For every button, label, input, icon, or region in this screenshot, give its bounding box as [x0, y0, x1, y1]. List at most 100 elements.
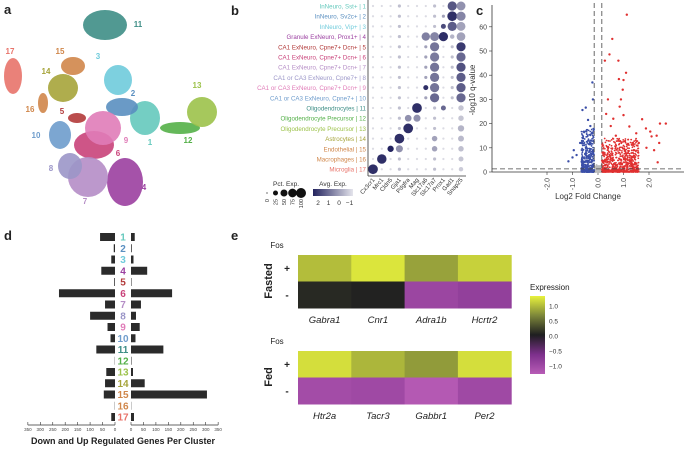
dot-Slc17a6-12 — [424, 117, 427, 120]
volcano-point-down — [588, 153, 591, 156]
volcano-point-up — [602, 165, 605, 167]
panel-label-d: d — [4, 228, 12, 243]
volcano-point-down — [584, 154, 587, 156]
dot-Gad1-1 — [447, 1, 457, 11]
bar-cluster-label: 17 — [117, 413, 129, 424]
dot-Mag-16 — [415, 157, 419, 161]
dotplot-row-label: CA1 or CA3 ExNeuro, Cpne7+ | 10 — [270, 95, 367, 102]
volcano-point-down — [587, 165, 590, 168]
dot-Gad1-4 — [449, 34, 455, 39]
dot-Mrc1-6 — [380, 55, 383, 59]
volcano-point-up — [629, 154, 631, 157]
volcano-point-up — [625, 163, 628, 166]
dot-Prox1-11 — [440, 105, 446, 111]
dot-Gja1-4 — [397, 35, 401, 39]
avg-exp-legend-title: Avg. Exp. — [319, 181, 347, 188]
volcano-plot: 0 10 20 30 40 50 60 -2.0 -1.0 0.0 1.0 2.0 Log2 Fold … — [468, 3, 684, 201]
heatmap-cell-Per2-neg — [457, 377, 512, 405]
volcano-point-down — [581, 151, 584, 154]
dot-Cx3cr1-10 — [371, 96, 375, 99]
bar-left-tick-label: 250 — [49, 427, 57, 432]
dot-Mrc1-8 — [380, 76, 383, 79]
volcano-point-down — [583, 156, 586, 159]
expression-legend-tick: 1.0 — [549, 304, 558, 311]
volcano-point-up — [620, 155, 623, 158]
dot-Cx3cr1-16 — [371, 157, 375, 161]
volcano-point-up — [615, 152, 618, 155]
bar-right-tick-label: 0 — [130, 427, 133, 432]
volcano-point-down — [580, 169, 583, 172]
dot-Snap25-3 — [456, 21, 466, 31]
volcano-point-up — [622, 138, 625, 141]
umap-cluster-label: 6 — [116, 149, 121, 158]
heatmap-cell-Hcrtr2-neg — [457, 281, 512, 309]
dot-Cldn5-4 — [389, 35, 392, 38]
umap-cluster-14 — [48, 74, 78, 102]
volcano-point-up — [617, 162, 620, 164]
volcano-point-up — [630, 161, 633, 163]
dot-Mag-4 — [415, 35, 419, 38]
bar-cluster-label: 2 — [120, 244, 126, 255]
pct-legend-dot — [288, 188, 297, 198]
dot-Mag-2 — [415, 15, 419, 18]
volcano-point-down — [585, 149, 587, 152]
volcano-point-ns — [595, 165, 598, 168]
bar-down-cluster-1 — [100, 233, 115, 241]
volcano-point-down — [581, 171, 584, 173]
volcano-point-up — [620, 150, 623, 152]
volcano-point-ns — [598, 169, 600, 172]
volcano-point-up — [633, 162, 636, 165]
volcano-point-up — [613, 149, 616, 152]
volcano-point-up — [619, 153, 622, 156]
volcano-point-down — [591, 164, 593, 167]
volcano-point-up — [624, 155, 626, 158]
dot-Prox1-12 — [442, 117, 445, 120]
dot-Slc17a7-9 — [429, 82, 440, 93]
volcano-point-up — [630, 143, 633, 146]
dot-Snap25-9 — [456, 82, 466, 93]
expression-legend-tick: 0.0 — [549, 334, 558, 341]
volcano-point-up — [619, 165, 622, 168]
volcano-point-up — [625, 13, 629, 16]
dot-Prox1-2 — [441, 14, 445, 18]
heatmap-cell-Htr2a-neg — [298, 377, 352, 405]
volcano-point-up — [620, 158, 623, 161]
volcano-point-down — [587, 129, 590, 132]
volcano-point-up — [614, 165, 617, 168]
dot-Prox1-14 — [442, 137, 445, 140]
dotplot-row-label: Astrocytes | 14 — [325, 136, 366, 143]
bar-up-cluster-7 — [131, 300, 141, 309]
panel-label-b: b — [231, 3, 239, 18]
bar-up-cluster-8 — [131, 311, 136, 320]
umap-cluster-label: 17 — [6, 47, 15, 56]
dot-Slc17a7-7 — [429, 62, 440, 72]
bar-right-tick-label: 300 — [202, 427, 210, 432]
volcano-point-up — [628, 149, 630, 152]
volcano-point-down — [590, 161, 593, 164]
volcano-point-up — [633, 143, 636, 145]
dot-Slc17a6-13 — [424, 127, 427, 130]
dot-Slc17a6-16 — [424, 157, 427, 161]
dot-Mag-6 — [415, 55, 419, 59]
dot-Cx3cr1-6 — [371, 55, 375, 59]
dotplot-row-label: CA1 or CA3 ExNeuro, Cpne7+ Dcn+ | 9 — [257, 85, 366, 92]
dot-Gad1-16 — [451, 157, 454, 161]
umap-cluster-1 — [130, 101, 160, 135]
volcano-y-tick-label: 60 — [479, 24, 487, 31]
heatmap-fos-label: + — [284, 264, 290, 275]
volcano-point-down — [585, 133, 588, 135]
volcano-point-up — [632, 144, 635, 147]
dot-Pdgfra-17 — [407, 168, 410, 171]
volcano-point-down — [582, 130, 585, 133]
volcano-point-down — [592, 131, 594, 134]
volcano-point-down — [581, 149, 584, 152]
dot-Cx3cr1-8 — [371, 76, 375, 79]
heatmap-cell-Tacr3-neg — [351, 377, 406, 405]
volcano-point-up — [624, 71, 628, 74]
volcano-point-down — [586, 168, 589, 170]
volcano-point-up — [608, 53, 611, 56]
volcano-point-up — [607, 158, 610, 160]
volcano-y-tick-label: 50 — [479, 49, 487, 56]
volcano-y-tick-label: 0 — [483, 170, 487, 177]
volcano-point-up — [632, 152, 635, 155]
